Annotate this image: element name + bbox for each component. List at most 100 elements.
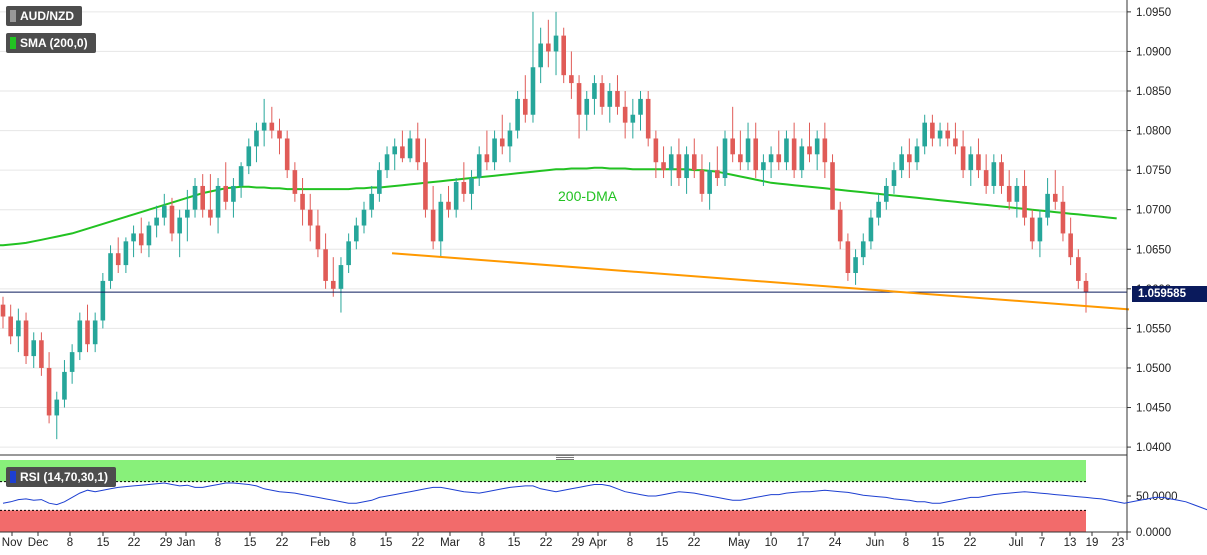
candle <box>39 332 44 376</box>
candle-body <box>307 209 313 226</box>
candle <box>0 296 6 329</box>
support-trendline[interactable] <box>391 252 1130 311</box>
pane-splitter-handle[interactable] <box>556 454 574 460</box>
candle <box>100 273 106 329</box>
candle <box>553 11 559 76</box>
candles <box>0 11 1089 440</box>
candle-body <box>868 217 874 242</box>
candle-body <box>146 225 152 246</box>
y-tick-label: 1.0550 <box>1136 323 1171 335</box>
candle-body <box>1029 217 1035 242</box>
candle-body <box>622 106 628 123</box>
candle-body <box>638 98 643 115</box>
candle-body <box>0 304 6 317</box>
rsi-line <box>2 482 1207 511</box>
candle-body <box>261 122 267 131</box>
candle <box>415 122 421 171</box>
candle-body <box>607 91 613 107</box>
candle-body <box>54 399 60 416</box>
candle-body <box>39 340 44 368</box>
candle-body <box>169 205 175 234</box>
candle <box>446 185 451 218</box>
candle-body <box>1037 217 1043 242</box>
candle-body <box>599 83 605 107</box>
candle <box>983 154 989 194</box>
candle-body <box>23 320 29 357</box>
candle <box>177 209 182 258</box>
candle-body <box>346 241 351 266</box>
candle <box>645 91 651 147</box>
candle <box>738 130 743 171</box>
candle <box>684 146 689 194</box>
candle-body <box>123 241 129 266</box>
candle-body <box>85 320 90 345</box>
x-tick-label: 8 <box>350 537 356 549</box>
candle-body <box>100 280 106 321</box>
symbol-badge[interactable]: AUD/NZD <box>6 6 82 26</box>
candle-body <box>246 146 252 167</box>
candle-body <box>738 154 743 163</box>
sma-badge[interactable]: SMA (200,0) <box>6 33 96 53</box>
x-tick-label: 15 <box>508 537 521 549</box>
candle <box>837 201 843 250</box>
candle <box>860 233 866 266</box>
candle-body <box>31 340 37 357</box>
x-tick-label: 22 <box>128 537 141 549</box>
candle-body <box>761 162 766 171</box>
candle-body <box>899 154 904 171</box>
candle-body <box>553 35 559 52</box>
candle <box>461 162 467 202</box>
y-tick-label: 1.0900 <box>1136 46 1171 58</box>
candle <box>338 257 344 313</box>
x-tick-label: 15 <box>244 537 257 549</box>
candle-body <box>476 154 482 179</box>
rsi-badge[interactable]: RSI (14,70,30,1) <box>6 467 117 487</box>
sma-label: SMA (200,0) <box>20 36 88 50</box>
candle-body <box>676 154 682 179</box>
candle <box>761 154 766 186</box>
candle <box>638 91 643 131</box>
candle <box>407 130 413 163</box>
candle-body <box>277 130 282 139</box>
candle-body <box>215 185 221 218</box>
y-tick-label: 1.0800 <box>1136 126 1171 138</box>
candle-body <box>300 193 305 210</box>
candle-body <box>338 265 344 289</box>
candle-body <box>384 154 390 171</box>
candle-body <box>499 138 505 147</box>
candle <box>192 178 198 218</box>
x-tick-label: 22 <box>412 537 425 549</box>
candle <box>1006 170 1012 210</box>
candle-body <box>438 201 444 242</box>
candle-body <box>69 352 75 372</box>
candle-body <box>776 154 782 163</box>
x-tick-label: 15 <box>932 537 945 549</box>
candle <box>622 91 628 139</box>
candle <box>776 130 782 171</box>
candle <box>223 162 229 210</box>
candle <box>991 154 997 194</box>
candle <box>384 146 390 179</box>
y-tick-label: 1.0650 <box>1136 244 1171 256</box>
candle-body <box>907 154 912 163</box>
rsi-label: RSI (14,70,30,1) <box>20 470 109 484</box>
candle-body <box>914 146 920 163</box>
x-tick-label: Feb <box>310 537 330 549</box>
time-axis[interactable]: Nov Dec 8 15 22 29 Jan 8 15 22 Feb 8 15 22 Mar 8 15 22 29 A… <box>2 532 1125 549</box>
price-axis[interactable]: 1.0950 1.0900 1.0850 1.0800 1.0750 1.0700 1.06… <box>0 0 1171 540</box>
candle-body <box>699 170 705 194</box>
candle <box>953 122 958 155</box>
candle <box>653 130 659 179</box>
candle <box>115 237 121 273</box>
candle <box>269 106 275 139</box>
y-tick-label: 1.0950 <box>1136 7 1171 19</box>
candle <box>1029 209 1035 250</box>
candle <box>845 233 851 281</box>
candle-body <box>630 114 636 123</box>
candle-body <box>707 170 712 194</box>
candle-body <box>968 154 974 171</box>
candle <box>668 146 674 186</box>
candle <box>154 205 159 238</box>
